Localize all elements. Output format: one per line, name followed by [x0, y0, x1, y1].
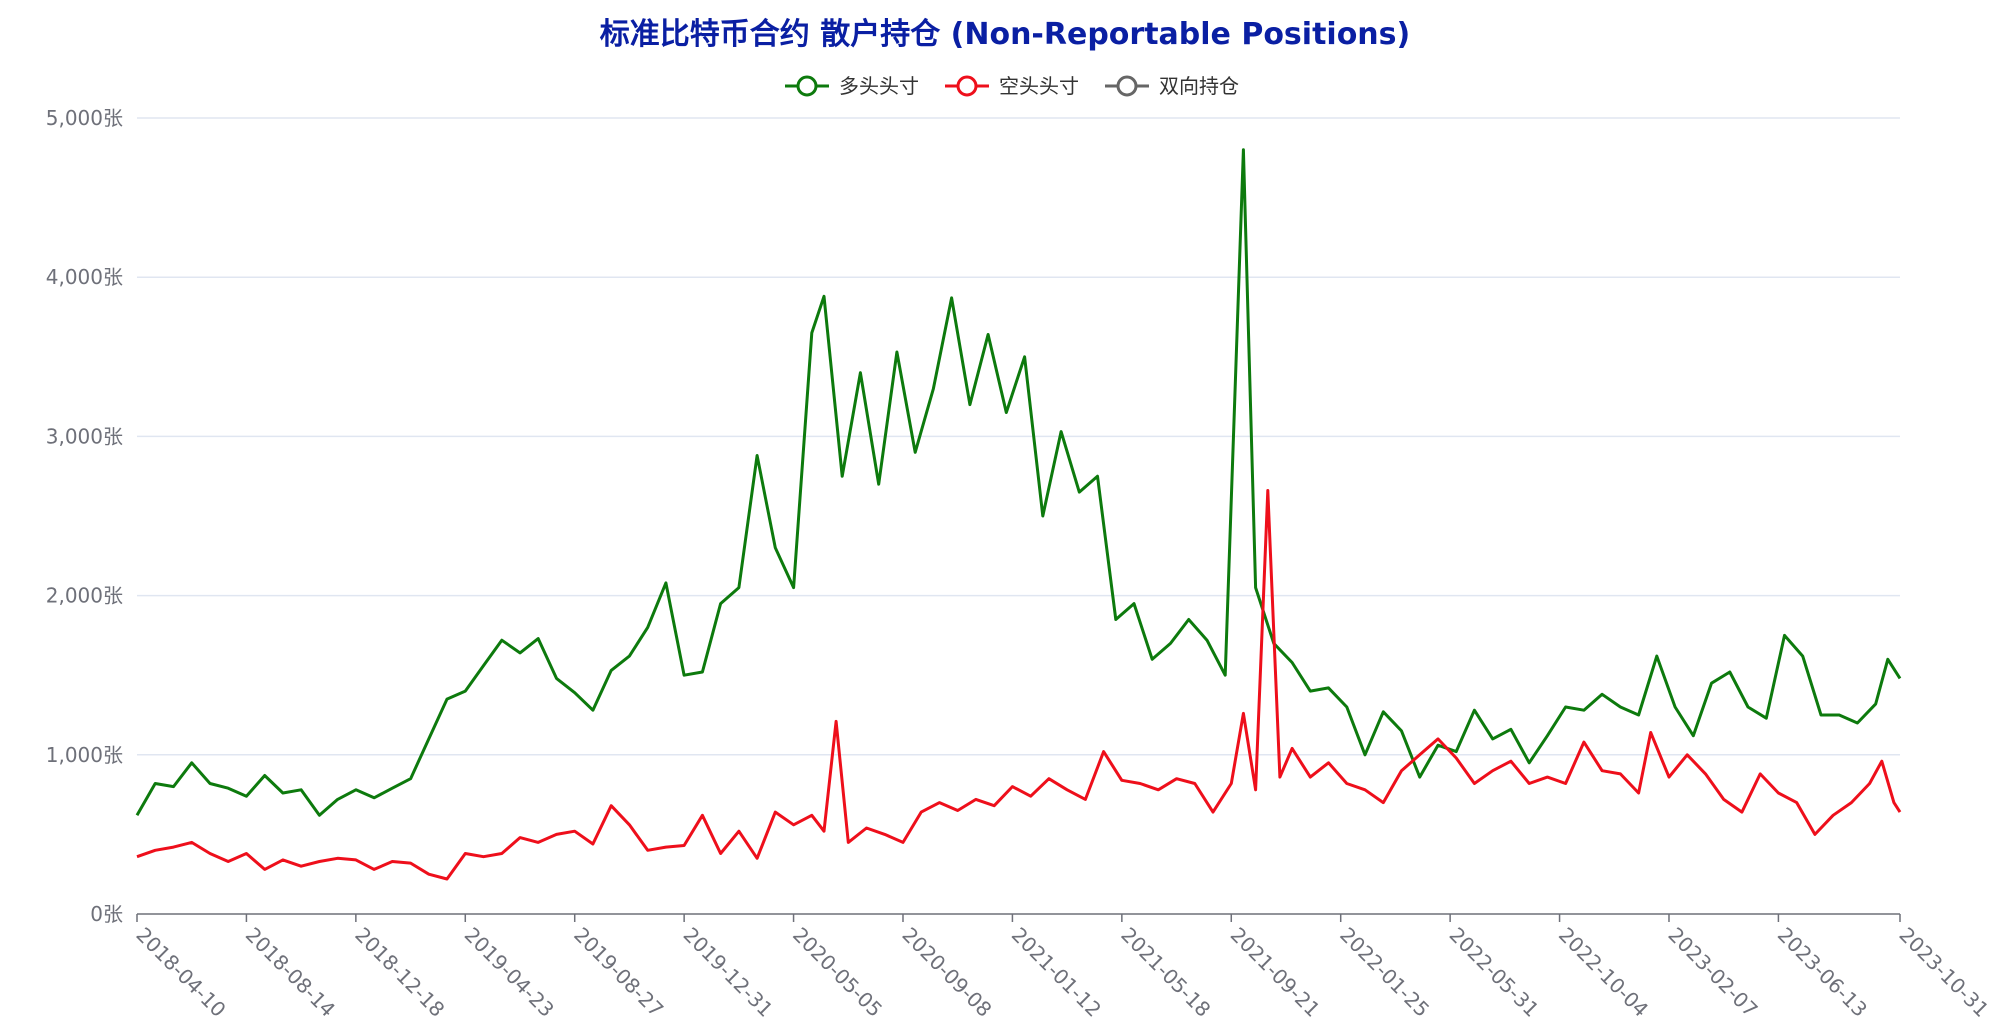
x-tick-label: 2021-05-18	[1116, 923, 1215, 1022]
legend-item[interactable]: 双向持仓	[1105, 74, 1239, 98]
grid-lines	[137, 117, 1900, 756]
x-tick-label: 2021-01-12	[1007, 923, 1106, 1022]
legend-circle-icon	[796, 75, 818, 97]
x-tick-label: 2018-04-10	[131, 923, 230, 1022]
x-tick-label: 2022-10-04	[1554, 923, 1653, 1022]
y-tick-label: 0张	[90, 902, 123, 926]
series-lines	[135, 148, 1902, 881]
legend-item[interactable]: 多头头寸	[785, 74, 919, 98]
y-axis: 0张 1,000张 2,000张 3,000张 4,000张 5,000张	[46, 106, 123, 926]
series-line-0	[135, 148, 1902, 817]
x-tick-label: 2018-12-18	[350, 923, 449, 1022]
x-tick-label: 2019-12-31	[679, 923, 778, 1022]
x-tick-label: 2018-08-14	[241, 923, 340, 1022]
legend-label: 双向持仓	[1159, 74, 1239, 98]
x-tick-label: 2023-06-13	[1773, 923, 1872, 1022]
y-tick-label: 4,000张	[46, 265, 123, 289]
x-tick-label: 2023-10-31	[1894, 923, 1993, 1022]
legend-circle-icon	[956, 75, 978, 97]
x-tick-label: 2019-08-27	[569, 923, 668, 1022]
x-tick-label: 2019-04-23	[460, 923, 559, 1022]
y-tick-label: 3,000张	[46, 424, 123, 448]
x-tick-label: 2023-02-07	[1663, 923, 1762, 1022]
legend-circle-icon	[1116, 75, 1138, 97]
x-tick-label: 2021-09-21	[1226, 923, 1325, 1022]
series-line-1	[136, 489, 1902, 881]
y-tick-label: 5,000张	[46, 106, 123, 130]
chart-title: 标准比特币合约 散户持仓 (Non-Reportable Positions)	[600, 17, 1410, 52]
x-tick-label: 2022-01-25	[1335, 923, 1434, 1022]
x-tick-label: 2020-09-08	[897, 923, 996, 1022]
x-axis: 2018-04-10 2018-08-14 2018-12-18 2019-04-23…	[131, 913, 1994, 1022]
y-tick-label: 2,000张	[46, 584, 123, 608]
legend-item[interactable]: 空头头寸	[945, 74, 1079, 98]
y-tick-label: 1,000张	[46, 743, 123, 767]
legend: 多头头寸 空头头寸 双向持仓	[785, 74, 1239, 98]
legend-label: 空头头寸	[999, 74, 1079, 98]
x-tick-label: 2020-05-05	[788, 923, 887, 1022]
x-tick-label: 2022-05-31	[1445, 923, 1544, 1022]
legend-label: 多头头寸	[839, 74, 919, 98]
